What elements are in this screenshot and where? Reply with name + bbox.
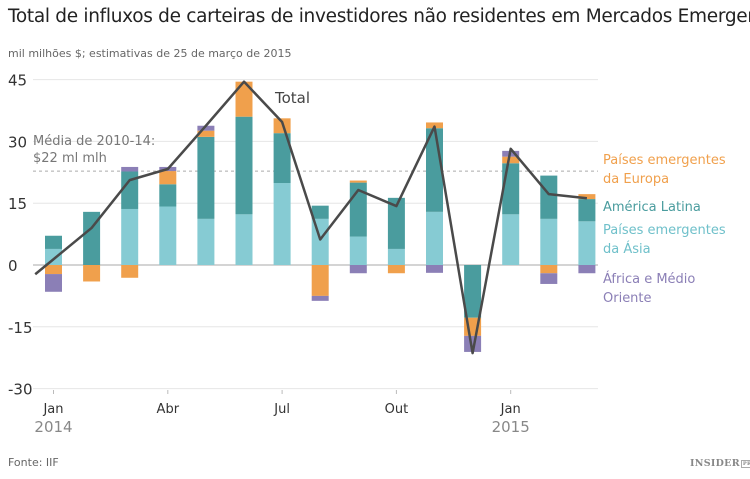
y-tick-label: -30 <box>8 381 33 399</box>
bar-segment <box>311 218 329 265</box>
bar-segment <box>540 273 558 284</box>
x-year-label: 2015 <box>492 418 530 436</box>
bar-segment <box>426 211 443 265</box>
bar-segment <box>121 265 139 278</box>
x-tick-label: Jul <box>273 402 290 417</box>
chart-subtitle: mil milhões $; estimativas de 25 de març… <box>8 47 292 60</box>
bar-segment <box>45 235 62 249</box>
bar-segment <box>578 221 596 265</box>
reference-label: $22 ml mlh <box>33 151 107 166</box>
legend-label: Países emergentes <box>603 223 726 238</box>
bar-segment <box>502 214 520 265</box>
bar-segment <box>464 265 482 318</box>
bar-segment <box>45 265 62 275</box>
bar-segment <box>502 156 520 164</box>
legend-label: África e Médio <box>603 272 696 287</box>
bar-segment <box>578 265 596 274</box>
bar-segment <box>235 81 253 117</box>
bar-segment <box>45 248 62 265</box>
x-tick-label: Out <box>385 402 409 417</box>
bar-segment <box>197 218 215 265</box>
x-tick-label: Jan <box>500 402 521 417</box>
bar-segment <box>502 163 520 215</box>
bar-segment <box>197 130 215 137</box>
bar-segment <box>83 265 101 282</box>
bar-segment <box>311 295 329 301</box>
legend-label: da Ásia <box>603 242 651 257</box>
bar-segment <box>387 248 405 265</box>
legend-item: América Latina <box>603 198 701 217</box>
legend-label: Oriente <box>603 291 652 306</box>
legend-item: Países emergentes da Europa <box>603 151 726 189</box>
legend-label: Países emergentes <box>603 153 726 168</box>
bar-segment <box>464 335 482 352</box>
bar-segment <box>349 180 367 183</box>
source-note: Fonte: IIF <box>8 456 59 469</box>
bar-segment <box>349 236 367 265</box>
y-tick-label: 0 <box>8 257 18 275</box>
y-tick-label: 15 <box>8 195 27 213</box>
bar-segment <box>426 265 443 273</box>
bar-segment <box>121 171 139 209</box>
bar-segment <box>235 214 253 265</box>
bar-segment <box>159 184 177 207</box>
legend-label: da Europa <box>603 172 670 187</box>
legend-label: América Latina <box>603 200 701 215</box>
bar-segment <box>45 274 62 292</box>
x-year-label: 2014 <box>34 418 72 436</box>
y-tick-label: 45 <box>8 72 27 90</box>
chart-title: Total de influxos de carteiras de invest… <box>8 6 750 27</box>
logo-text: INSIDER <box>690 458 740 469</box>
x-tick-label: Abr <box>157 402 180 417</box>
bar-segment <box>578 194 596 200</box>
bar-segment <box>387 265 405 274</box>
total-line-label: Total <box>274 89 310 107</box>
bar-segment <box>83 211 101 265</box>
bar-segment <box>197 136 215 219</box>
y-tick-label: 30 <box>8 133 27 151</box>
y-tick-label: -15 <box>8 319 33 337</box>
bar-segment <box>159 206 177 265</box>
bar-segment <box>540 218 558 265</box>
legend-item: Países emergentes da Ásia <box>603 221 726 259</box>
bar-segment <box>311 205 329 219</box>
bar-segment <box>578 199 596 222</box>
insider-pro-logo: INSIDERPRO <box>690 458 750 469</box>
bar-segment <box>197 125 215 131</box>
bar-segment <box>540 175 558 219</box>
bar-segment <box>540 265 558 274</box>
bar-segment <box>235 116 253 215</box>
legend-item: África e Médio Oriente <box>603 270 695 308</box>
bar-segment <box>273 183 291 265</box>
bar-segment <box>311 265 329 296</box>
bar-segment <box>159 171 177 185</box>
bar-segment <box>349 265 367 274</box>
bar-segment <box>121 166 139 172</box>
logo-badge: PRO <box>740 459 750 468</box>
x-tick-label: Jan <box>42 402 63 417</box>
bar-segment <box>121 208 139 265</box>
reference-label: Média de 2010-14: <box>33 134 155 149</box>
bar-segment <box>273 133 291 184</box>
bar-segment <box>387 197 405 249</box>
total-line <box>34 80 588 355</box>
